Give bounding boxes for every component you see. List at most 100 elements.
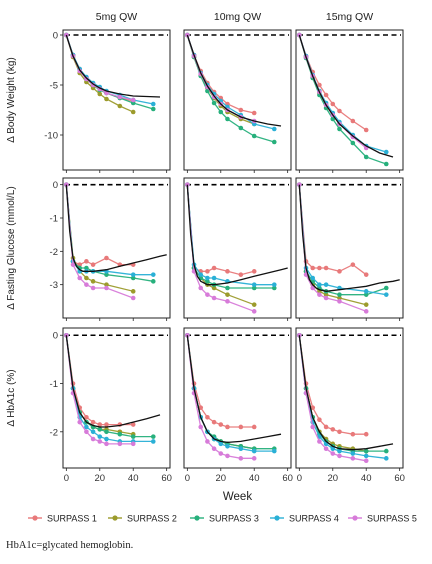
data-point-surpass-4 — [130, 272, 136, 277]
data-point-surpass-5 — [317, 439, 322, 444]
data-point-surpass-1 — [198, 405, 204, 410]
data-point-surpass-4 — [383, 292, 389, 297]
data-point-surpass-1 — [323, 424, 329, 430]
data-point-surpass-5 — [90, 285, 96, 291]
data-point-surpass-1 — [317, 417, 322, 423]
data-point-surpass-5 — [323, 446, 329, 451]
panel-2-1: 0 -1 -2 -3 — [50, 177, 171, 321]
data-point-surpass-1 — [225, 424, 230, 430]
data-point-surpass-3 — [211, 100, 217, 106]
legend-label: SURPASS 3 — [209, 514, 259, 524]
data-point-surpass-1 — [211, 419, 217, 425]
data-point-surpass-5 — [90, 436, 96, 442]
data-point-surpass-1 — [84, 415, 89, 420]
y-tick-label: 0 — [53, 31, 58, 42]
data-point-surpass-5 — [198, 424, 204, 430]
data-point-surpass-5 — [330, 451, 336, 456]
panel-frame — [62, 29, 171, 171]
panel-3-3: 0 20 40 60 — [295, 327, 405, 484]
panel-frame — [183, 327, 292, 469]
legend-item-surpass-5: SURPASS 5 — [348, 514, 417, 524]
model-curve — [186, 335, 282, 444]
data-point-surpass-1 — [130, 422, 136, 427]
data-point-surpass-4 — [383, 456, 389, 461]
data-point-surpass-4 — [271, 448, 277, 454]
x-tick-label: 20 — [215, 473, 226, 484]
model-curve — [65, 335, 161, 428]
data-point-surpass-5 — [211, 446, 217, 451]
data-point-surpass-3 — [150, 434, 156, 439]
data-point-surpass-5 — [77, 275, 83, 281]
x-tick-label: 0 — [185, 473, 190, 484]
data-point-surpass-2 — [251, 302, 257, 307]
data-point-surpass-3 — [251, 285, 257, 291]
panel-frame — [295, 177, 404, 319]
data-point-surpass-4 — [337, 448, 342, 454]
data-point-surpass-4 — [205, 275, 210, 281]
panel-frame — [62, 177, 171, 319]
data-point-surpass-1 — [90, 419, 96, 425]
legend-swatch-point — [112, 515, 118, 521]
data-point-surpass-1 — [97, 422, 103, 427]
data-point-surpass-5 — [97, 439, 103, 444]
data-point-surpass-5 — [104, 441, 109, 447]
data-point-surpass-2 — [97, 91, 103, 97]
data-point-surpass-1 — [218, 422, 224, 427]
model-curve — [65, 184, 167, 272]
data-point-surpass-3 — [337, 126, 342, 132]
data-point-surpass-5 — [310, 285, 316, 291]
data-point-surpass-5 — [70, 262, 76, 267]
legend-swatch-point — [194, 515, 200, 521]
legend-item-surpass-4: SURPASS 4 — [270, 514, 339, 524]
y-tick-label: -2 — [50, 247, 58, 258]
data-point-surpass-5 — [84, 76, 89, 82]
panel-1-3 — [295, 29, 404, 173]
data-point-surpass-2 — [323, 292, 329, 297]
data-point-surpass-3 — [130, 275, 136, 281]
data-point-surpass-5 — [251, 456, 257, 461]
data-point-surpass-3 — [218, 109, 224, 115]
data-point-surpass-3 — [84, 265, 89, 271]
x-tick-label: 40 — [128, 473, 139, 484]
panel-3-2: 0 20 40 60 — [183, 327, 293, 484]
data-point-surpass-3 — [150, 106, 156, 112]
column-header-15mg-qw: 15mg QW — [326, 11, 373, 23]
data-point-surpass-4 — [218, 441, 224, 447]
figure-caption: HbA1c=glycated hemoglobin. — [6, 540, 134, 551]
data-point-surpass-4 — [323, 282, 329, 287]
data-point-surpass-5 — [218, 451, 224, 456]
data-point-surpass-2 — [337, 295, 342, 301]
y-axis-label-hba1c: Δ HbA1c (%) — [6, 369, 17, 426]
panel-frame — [183, 29, 292, 171]
data-point-surpass-1 — [330, 101, 336, 107]
data-point-surpass-5 — [117, 441, 123, 447]
x-tick-label: 40 — [249, 473, 260, 484]
data-point-surpass-5 — [84, 282, 89, 287]
data-point-surpass-4 — [310, 275, 316, 281]
data-point-surpass-4 — [330, 446, 336, 451]
data-point-surpass-3 — [238, 125, 244, 131]
data-point-surpass-4 — [383, 149, 389, 155]
data-point-surpass-5 — [185, 182, 190, 187]
data-point-surpass-1 — [310, 405, 316, 410]
data-point-surpass-5 — [363, 458, 369, 464]
panel-1-1: 0 -5 -10 — [44, 29, 171, 173]
data-point-surpass-3 — [225, 116, 230, 122]
data-point-surpass-5 — [90, 82, 96, 88]
data-point-surpass-2 — [84, 275, 89, 281]
data-point-surpass-1 — [225, 269, 230, 274]
y-tick-label: -1 — [50, 214, 58, 225]
x-tick-label: 60 — [161, 473, 172, 484]
data-point-surpass-2 — [90, 279, 96, 284]
data-point-surpass-1 — [317, 82, 322, 88]
data-point-surpass-1 — [323, 92, 329, 98]
legend-label: SURPASS 1 — [47, 514, 97, 524]
data-point-surpass-4 — [150, 101, 156, 107]
legend-label: SURPASS 2 — [127, 514, 177, 524]
model-curve — [298, 335, 394, 451]
data-point-surpass-1 — [363, 127, 369, 133]
data-point-surpass-3 — [97, 427, 103, 432]
legend-item-surpass-1: SURPASS 1 — [28, 514, 97, 524]
data-point-surpass-1 — [323, 265, 329, 271]
panel-frame — [62, 327, 171, 469]
